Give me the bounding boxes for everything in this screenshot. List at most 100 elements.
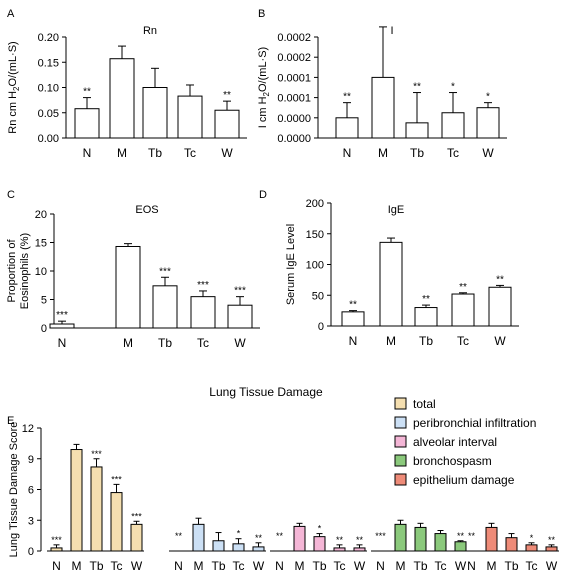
x-tick-label: W — [482, 146, 494, 160]
bar-B-Tb — [405, 122, 429, 139]
y-tick-label: 0.15 — [38, 57, 59, 69]
legend-label: bronchospasm — [413, 454, 492, 468]
x-tick-label: Tb — [413, 559, 427, 573]
x-tick-label: W — [494, 334, 506, 348]
legend-swatch — [394, 473, 407, 486]
x-tick-label: W — [455, 559, 467, 573]
significance-label: ** — [343, 92, 351, 103]
y-tick-label: 0.0000 — [277, 113, 311, 125]
y-tick-label: 0.00 — [38, 133, 59, 145]
x-tick-label: N — [467, 559, 476, 573]
significance-label: *** — [131, 511, 142, 521]
x-tick-label: W — [354, 559, 366, 573]
x-tick-label: Tc — [457, 334, 469, 348]
x-tick-label: M — [487, 559, 497, 573]
y-tick-label: 50 — [312, 290, 324, 302]
y-axis-label-E: Lung Tissue Damage Score — [8, 422, 20, 558]
x-tick-label: Tc — [334, 559, 346, 573]
significance-label: ** — [468, 531, 476, 541]
y-tick-label: 6 — [28, 485, 34, 497]
significance-label: ** — [496, 274, 504, 285]
y-tick-label: 150 — [306, 229, 324, 241]
significance-label: * — [318, 524, 322, 534]
x-tick-label: W — [131, 559, 143, 573]
x-tick-label: M — [123, 336, 133, 350]
x-tick-label: Tb — [89, 559, 103, 573]
y-tick-label: 12 — [22, 423, 34, 435]
x-tick-label: M — [396, 559, 406, 573]
x-tick-label: Tc — [111, 559, 123, 573]
panel-letter-A: A — [7, 8, 15, 20]
significance-label: ** — [83, 87, 91, 98]
bar-E-peribronchial-infiltration-Tb — [212, 540, 225, 552]
x-tick-label: W — [253, 559, 265, 573]
bar-B-N — [335, 117, 359, 139]
x-tick-label: M — [378, 146, 388, 160]
significance-label: *** — [159, 266, 171, 277]
significance-label: ** — [223, 90, 231, 101]
bar-B-Tc — [441, 112, 465, 139]
panel-title-A: Rn — [143, 25, 157, 37]
x-tick-label: Tb — [419, 334, 433, 348]
significance-label: *** — [197, 280, 209, 291]
bar-A-W — [214, 109, 240, 139]
significance-label: *** — [111, 474, 122, 484]
significance-label: * — [530, 533, 534, 543]
significance-label: *** — [91, 449, 102, 459]
x-tick-label: Tb — [158, 336, 172, 350]
x-tick-label: Tb — [312, 559, 326, 573]
y-axis-label-D: Serum IgE Level — [285, 224, 297, 305]
bar-B-W — [476, 107, 500, 139]
panel-letter-C: C — [7, 189, 15, 201]
panel-letter-E: E — [7, 415, 14, 427]
x-tick-label: W — [221, 146, 233, 160]
bar-E-total-Tb — [90, 466, 103, 552]
panel-letter-D: D — [259, 189, 267, 201]
x-tick-label: Tb — [148, 146, 162, 160]
bar-C-N — [49, 323, 75, 329]
y-tick-label: 100 — [306, 260, 324, 272]
x-tick-label: Tb — [504, 559, 518, 573]
bar-D-Tc — [451, 293, 475, 327]
x-tick-label: W — [546, 559, 558, 573]
panel-letter-B: B — [258, 8, 265, 20]
bar-D-W — [488, 286, 512, 327]
x-tick-label: Tc — [435, 559, 447, 573]
bar-E-alveolar-interval-Tc — [333, 547, 346, 552]
bar-E-peribronchial-infiltration-W — [252, 546, 265, 552]
x-tick-label: N — [83, 146, 92, 160]
x-tick-label: Tc — [184, 146, 196, 160]
legend-label: alveolar interval — [413, 435, 497, 449]
x-tick-label: Tc — [526, 559, 538, 573]
bar-C-M — [115, 245, 141, 329]
legend-swatch — [394, 454, 407, 467]
x-tick-label: M — [72, 559, 82, 573]
bar-E-epithelium-damage-Tc — [525, 544, 538, 552]
x-tick-label: Tb — [211, 559, 225, 573]
bar-A-Tb — [142, 87, 168, 139]
bar-D-M — [379, 241, 403, 327]
x-tick-label: N — [349, 334, 358, 348]
significance-label: * — [486, 92, 490, 103]
x-tick-label: N — [52, 559, 61, 573]
legend-label: total — [413, 397, 436, 411]
significance-label: ** — [175, 531, 183, 541]
panel-title-E: Lung Tissue Damage — [209, 385, 323, 399]
panel-title-D: IgE — [388, 204, 405, 216]
significance-label: *** — [51, 535, 62, 545]
x-tick-label: Tc — [447, 146, 459, 160]
bar-A-Tc — [177, 95, 203, 139]
bar-D-Tb — [414, 307, 438, 327]
significance-label: ** — [356, 535, 364, 545]
bar-C-Tb — [152, 285, 178, 329]
significance-label: ** — [336, 535, 344, 545]
significance-label: ** — [422, 294, 430, 305]
bar-E-alveolar-interval-Tb — [313, 536, 326, 552]
y-tick-label: 0.10 — [38, 83, 59, 95]
legend-label: epithelium damage — [413, 473, 515, 487]
significance-label: * — [237, 529, 241, 539]
y-tick-label: 9 — [28, 454, 34, 466]
significance-label: ** — [459, 282, 467, 293]
x-tick-label: Tc — [233, 559, 245, 573]
x-tick-label: M — [386, 334, 396, 348]
